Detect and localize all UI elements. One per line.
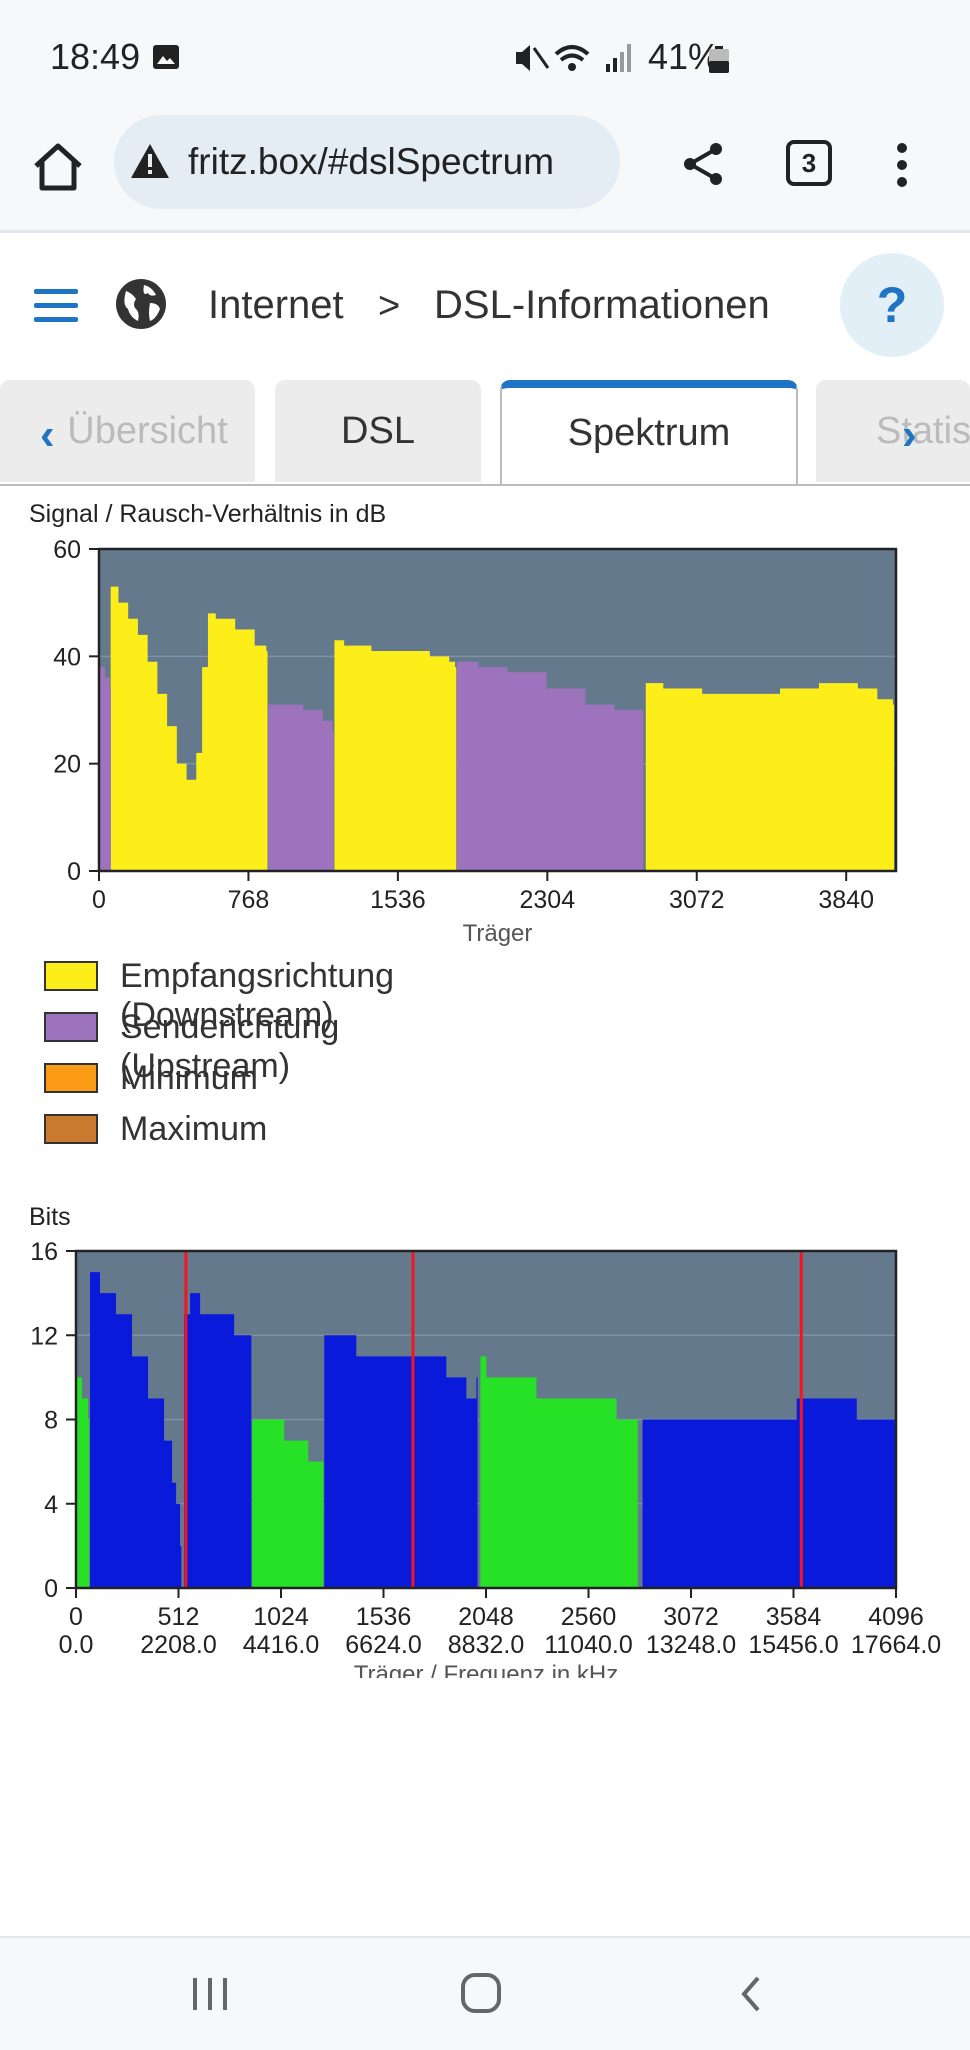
tab-spektrum[interactable]: Spektrum: [500, 380, 798, 484]
x-tick-label-frequency: 15456.0: [748, 1631, 838, 1659]
tab-count-button[interactable]: 3: [786, 140, 832, 186]
series-area: [90, 1272, 182, 1588]
x-tick-label: 2048: [458, 1603, 514, 1631]
series-area: [110, 586, 268, 871]
tab-uebersicht[interactable]: Übersicht: [0, 380, 255, 482]
chart2-title: Bits: [29, 1203, 71, 1231]
x-tick-label-frequency: 4416.0: [243, 1631, 319, 1659]
series-area: [252, 1419, 324, 1588]
x-tick-label: 3840: [818, 886, 874, 914]
x-tick-label: 3072: [663, 1603, 719, 1631]
x-tick-label-frequency: 11040.0: [544, 1631, 633, 1659]
snr-chart: 0 20 40 60 0 768 1536 2304 3072 3840 Träger: [53, 536, 898, 947]
url-text: fritz.box/#dslSpectrum: [188, 141, 555, 182]
series-area: [184, 1293, 252, 1588]
y-tick-label: 0: [44, 1575, 58, 1603]
home-nav-icon[interactable]: [460, 1972, 502, 2014]
series-area: [76, 1377, 90, 1588]
x-tick-label-frequency: 2208.0: [140, 1631, 216, 1659]
url-field[interactable]: fritz.box/#dslSpectrum: [114, 115, 620, 209]
legend-label: Empfangsrichtung (Downstream): [120, 957, 395, 1034]
battery-percent: 41%: [647, 36, 720, 77]
more-menu-icon[interactable]: [890, 140, 914, 190]
warning-icon[interactable]: [130, 143, 170, 179]
status-bar: 18:49 41%: [0, 0, 970, 110]
y-tick-label: 8: [44, 1407, 58, 1435]
image-icon: [153, 45, 179, 69]
x-tick-label: 4096: [868, 1603, 924, 1631]
x-tick-label: 3584: [766, 1603, 822, 1631]
globe-icon: [116, 279, 166, 329]
x-tick-label: 2304: [520, 886, 576, 914]
hamburger-menu-icon[interactable]: [34, 289, 78, 323]
series-area: [99, 667, 111, 871]
x-tick-label: 2560: [561, 1603, 617, 1631]
android-nav-bar: [0, 1936, 970, 2050]
x-tick-label: 1024: [253, 1603, 309, 1631]
back-nav-icon[interactable]: [736, 1974, 766, 2014]
x-tick-label-frequency: 0.0: [59, 1631, 94, 1659]
share-icon[interactable]: [680, 140, 728, 188]
y-tick-label: 60: [53, 536, 81, 564]
signal-icons: [516, 44, 631, 72]
legend-label: Senderichtung (Upstream): [120, 1008, 340, 1085]
series-area: [457, 661, 644, 871]
x-tick-label-frequency: 6624.0: [345, 1631, 421, 1659]
x-axis-label: Träger / Frequenz in kHz: [354, 1661, 619, 1678]
legend-label: Minimum: [120, 1059, 258, 1097]
x-tick-label: 512: [158, 1603, 200, 1631]
legend-swatch: [44, 961, 98, 991]
tab-dsl[interactable]: DSL: [275, 380, 481, 482]
tab-statistik[interactable]: Statistik: [816, 380, 970, 482]
series-area: [324, 1335, 478, 1588]
clock: 18:49: [50, 36, 141, 77]
plot-frame: [97, 547, 898, 873]
tab-bar: Übersicht DSL Spektrum Statistik ‹ ›: [0, 378, 970, 486]
series-area: [645, 683, 895, 871]
chart1-title: Signal / Rausch-Verhältnis in dB: [29, 500, 387, 528]
x-tick-label: 0: [92, 886, 106, 914]
y-tick-label: 16: [30, 1238, 58, 1266]
y-tick-label: 12: [30, 1322, 58, 1350]
series-area: [642, 1398, 896, 1588]
breadcrumb-separator: >: [378, 285, 401, 327]
x-tick-label-frequency: 13248.0: [646, 1631, 736, 1659]
x-tick-label-frequency: 8832.0: [448, 1631, 524, 1659]
page-header: Internet > DSL-Informationen ?: [0, 233, 970, 373]
legend-swatch: [44, 1063, 98, 1093]
legend-label: Maximum: [120, 1110, 268, 1148]
x-tick-label: 1536: [356, 1603, 412, 1631]
x-axis-label: Träger: [463, 920, 533, 947]
breadcrumb-internet[interactable]: Internet: [208, 283, 344, 327]
tab-scroll-right-icon[interactable]: ›: [902, 410, 917, 459]
y-tick-label: 40: [53, 643, 81, 671]
breadcrumb-dsl-informationen: DSL-Informationen: [434, 283, 770, 327]
x-tick-label: 3072: [669, 886, 725, 914]
x-tick-label: 0: [69, 1603, 83, 1631]
legend-swatch: [44, 1012, 98, 1042]
y-tick-label: 20: [53, 751, 81, 779]
home-icon[interactable]: [30, 138, 86, 194]
x-tick-label-frequency: 17664.0: [851, 1631, 941, 1659]
y-tick-label: 0: [67, 858, 81, 886]
series-area: [268, 704, 334, 871]
recent-apps-icon[interactable]: [190, 1976, 230, 2012]
y-tick-label: 4: [44, 1491, 58, 1519]
series-area: [334, 640, 457, 871]
x-tick-label: 1536: [370, 886, 426, 914]
x-tick-label: 768: [228, 886, 270, 914]
series-area: [480, 1356, 638, 1588]
battery-icon: [709, 46, 729, 73]
browser-toolbar: fritz.box/#dslSpectrum 3: [0, 110, 970, 233]
tab-scroll-left-icon[interactable]: ‹: [40, 410, 55, 459]
help-button[interactable]: ?: [840, 253, 944, 357]
legend-swatch: [44, 1114, 98, 1144]
